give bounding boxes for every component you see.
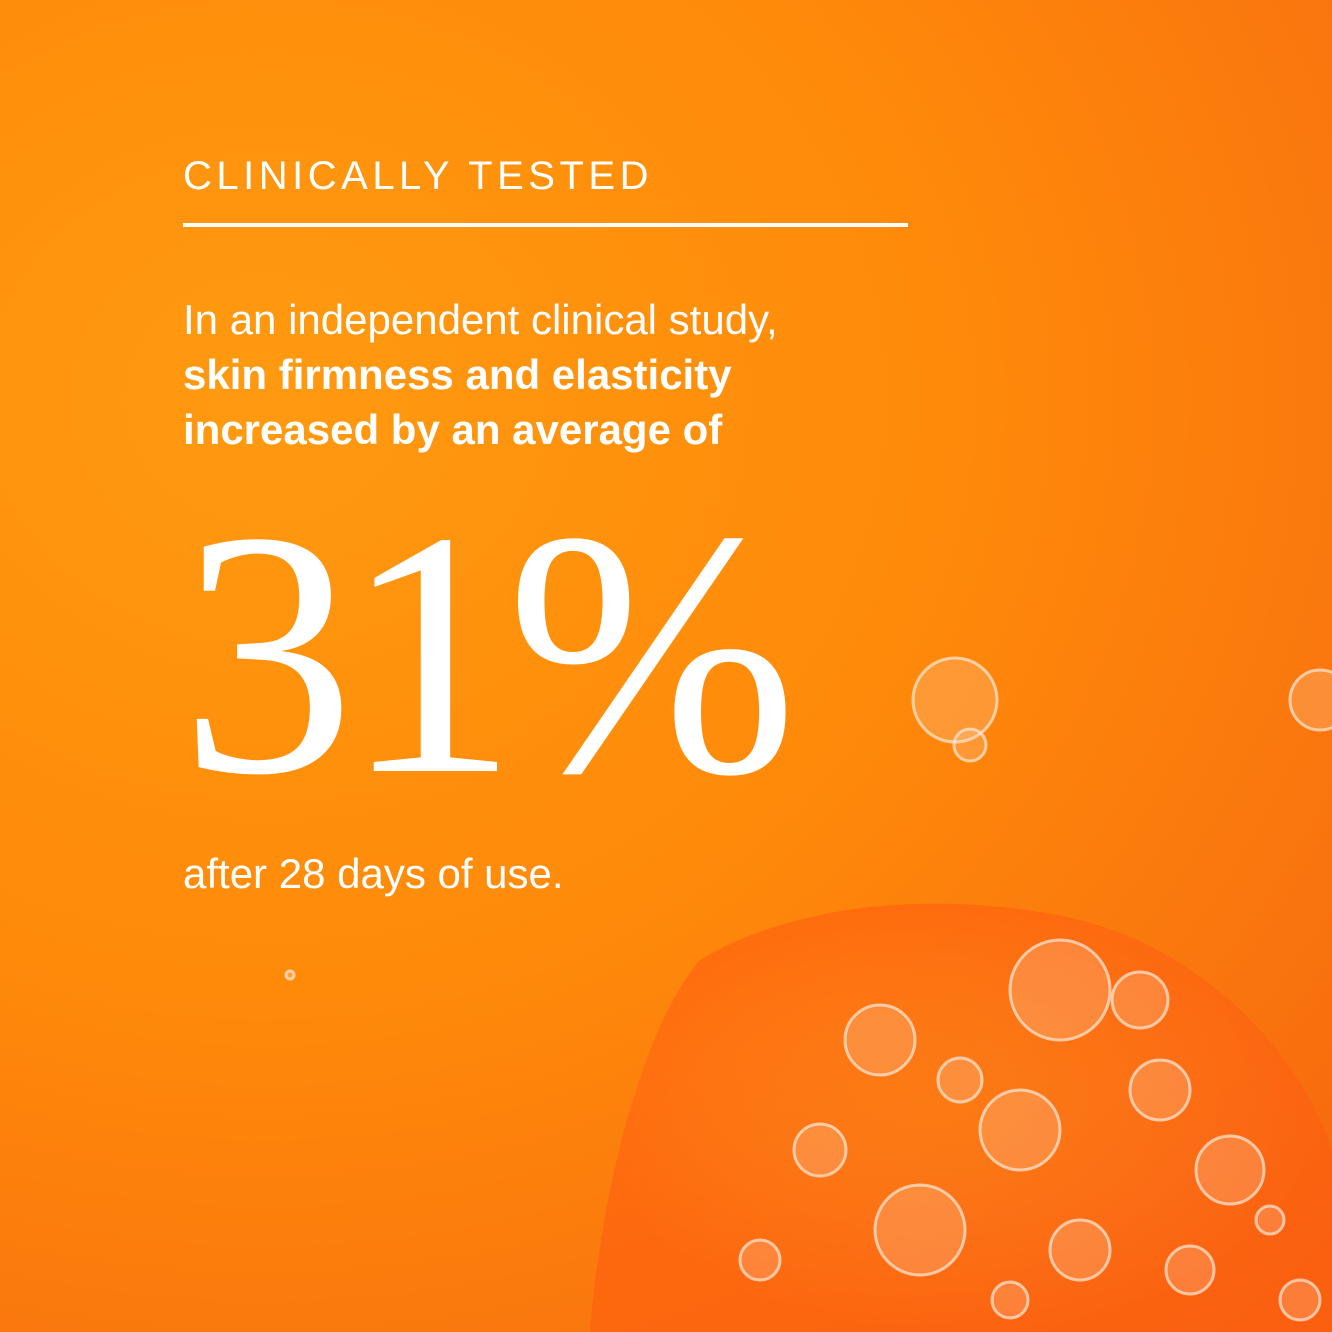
bubble <box>1278 1278 1322 1322</box>
bubble <box>1008 938 1112 1042</box>
bubble <box>792 1122 848 1178</box>
bubble <box>911 656 999 744</box>
bubble <box>936 1056 984 1104</box>
gel-blob <box>590 903 1332 1332</box>
bubble <box>1194 1134 1266 1206</box>
bubble <box>873 1183 967 1277</box>
bubble-group <box>284 656 1332 1322</box>
heading: CLINICALLY TESTED <box>183 154 653 198</box>
divider <box>183 223 908 227</box>
bubble <box>1288 668 1332 732</box>
bubble <box>685 665 695 675</box>
stat-value: 31% <box>180 459 798 847</box>
bubble <box>1048 1218 1112 1282</box>
bubble <box>843 1003 917 1077</box>
bubble <box>990 1280 1030 1320</box>
bubble <box>738 1238 782 1282</box>
bubble <box>1110 970 1170 1030</box>
bubble <box>1164 1244 1216 1296</box>
bubble <box>1128 1058 1192 1122</box>
highlight-line: skin firmness and elasticity <box>183 351 732 398</box>
bubble <box>978 1088 1062 1172</box>
intro-text: In an independent clinical study, <box>183 296 778 343</box>
bubble <box>1254 1204 1286 1236</box>
paragraph: In an independent clinical study, skin f… <box>183 292 778 457</box>
highlight-line: increased by an average of <box>183 406 723 453</box>
bubble <box>284 969 296 981</box>
bubble <box>952 727 988 763</box>
footnote: after 28 days of use. <box>183 850 564 897</box>
